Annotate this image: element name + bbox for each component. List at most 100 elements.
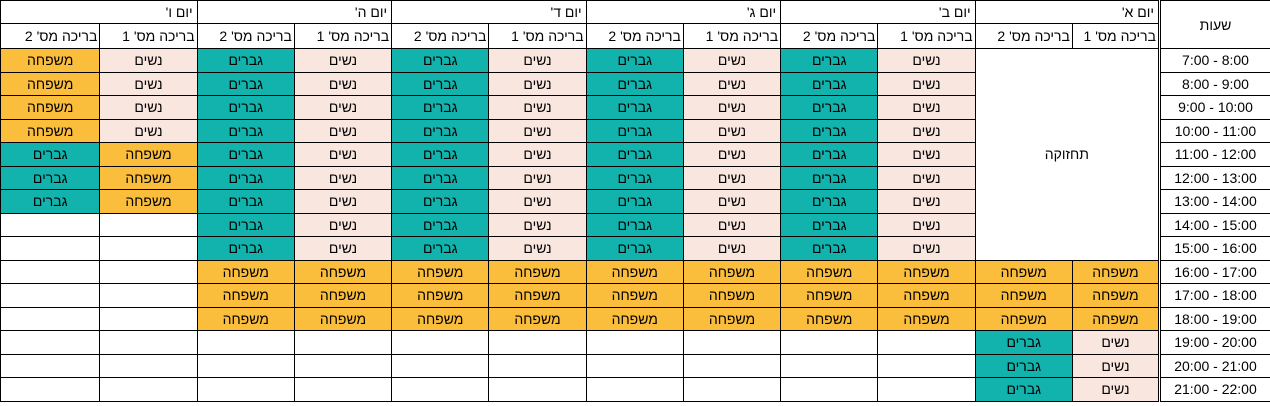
slot-men: גברים	[974, 377, 1073, 402]
hour-slot: 19:00 - 20:00	[1160, 330, 1270, 355]
hour-slot: 20:00 - 21:00	[1160, 353, 1270, 378]
slot-empty	[293, 353, 393, 378]
slot-women: נשים	[682, 142, 782, 167]
slot-men: גברים	[391, 118, 490, 143]
slot-family: משפחה	[1071, 306, 1160, 331]
slot-men: גברים	[0, 142, 101, 167]
slot-empty	[488, 353, 587, 378]
slot-men: גברים	[780, 189, 879, 214]
slot-men: גברים	[196, 236, 295, 261]
slot-men: גברים	[391, 95, 490, 120]
slot-women: נשים	[877, 189, 976, 214]
slot-men: גברים	[585, 236, 684, 261]
slot-men: גברים	[196, 212, 295, 237]
slot-men: גברים	[585, 48, 684, 73]
maintenance-block: תחזוקה	[974, 48, 1160, 261]
slot-family: משפחה	[780, 306, 879, 331]
slot-empty	[293, 377, 393, 402]
slot-women: נשים	[682, 189, 782, 214]
slot-family: משפחה	[1071, 259, 1160, 284]
slot-empty	[99, 259, 198, 284]
slot-women: נשים	[488, 48, 587, 73]
pool-header: בריכה מס' 1	[488, 23, 587, 49]
slot-empty	[0, 212, 101, 237]
slot-women: נשים	[488, 236, 587, 261]
slot-empty	[585, 330, 684, 355]
slot-empty	[877, 353, 976, 378]
pool-header: בריכה מס' 2	[974, 23, 1073, 49]
hours-header: שעות	[1160, 0, 1270, 49]
slot-empty	[488, 377, 587, 402]
day-header: יום ו'	[0, 0, 198, 24]
slot-men: גברים	[780, 236, 879, 261]
hour-slot: 13:00 - 14:00	[1160, 189, 1270, 214]
slot-empty	[682, 330, 782, 355]
pool-header: בריכה מס' 2	[0, 23, 101, 49]
slot-family: משפחה	[682, 306, 782, 331]
slot-family: משפחה	[974, 306, 1073, 331]
hour-slot: 8:00 - 9:00	[1160, 71, 1270, 96]
slot-family: משפחה	[293, 283, 393, 308]
slot-women: נשים	[99, 71, 198, 96]
slot-family: משפחה	[682, 259, 782, 284]
slot-empty	[99, 212, 198, 237]
slot-empty	[682, 353, 782, 378]
slot-men: גברים	[780, 142, 879, 167]
slot-family: משפחה	[488, 259, 587, 284]
slot-family: משפחה	[974, 259, 1073, 284]
slot-women: נשים	[877, 95, 976, 120]
pool-header: בריכה מס' 1	[293, 23, 393, 49]
slot-women: נשים	[877, 48, 976, 73]
slot-family: משפחה	[293, 259, 393, 284]
slot-empty	[99, 377, 198, 402]
slot-men: גברים	[196, 142, 295, 167]
slot-family: משפחה	[0, 48, 101, 73]
slot-men: גברים	[391, 165, 490, 190]
slot-women: נשים	[877, 165, 976, 190]
slot-women: נשים	[877, 212, 976, 237]
slot-men: גברים	[196, 165, 295, 190]
slot-empty	[99, 306, 198, 331]
slot-men: גברים	[780, 212, 879, 237]
hour-slot: 15:00 - 16:00	[1160, 236, 1270, 261]
pool-header: בריכה מס' 2	[780, 23, 879, 49]
slot-women: נשים	[293, 142, 393, 167]
slot-empty	[99, 283, 198, 308]
slot-family: משפחה	[391, 259, 490, 284]
hour-slot: 17:00 - 18:00	[1160, 283, 1270, 308]
slot-family: משפחה	[293, 306, 393, 331]
slot-empty	[0, 353, 101, 378]
slot-men: גברים	[780, 95, 879, 120]
slot-empty	[0, 283, 101, 308]
slot-women: נשים	[682, 212, 782, 237]
slot-family: משפחה	[585, 283, 684, 308]
slot-family: משפחה	[877, 306, 976, 331]
slot-family: משפחה	[0, 118, 101, 143]
slot-women: נשים	[99, 118, 198, 143]
slot-family: משפחה	[1071, 283, 1160, 308]
slot-women: נשים	[293, 71, 393, 96]
slot-empty	[99, 330, 198, 355]
slot-empty	[0, 236, 101, 261]
slot-empty	[196, 330, 295, 355]
pool-header: בריכה מס' 1	[682, 23, 782, 49]
slot-empty	[0, 259, 101, 284]
schedule-table: יום א' יום ב' יום ג' יום ד' יום ה' יום ו' בריכ…	[0, 0, 1160, 402]
slot-empty	[293, 330, 393, 355]
slot-men: גברים	[196, 95, 295, 120]
slot-women: נשים	[682, 95, 782, 120]
slot-family: משפחה	[780, 259, 879, 284]
hour-slot: 16:00 - 17:00	[1160, 259, 1270, 284]
slot-women: נשים	[293, 212, 393, 237]
slot-family: משפחה	[196, 259, 295, 284]
slot-men: גברים	[196, 71, 295, 96]
slot-men: גברים	[0, 189, 101, 214]
pool-header: בריכה מס' 2	[196, 23, 295, 49]
slot-men: גברים	[391, 142, 490, 167]
slot-women: נשים	[488, 142, 587, 167]
slot-women: נשים	[99, 48, 198, 73]
slot-men: גברים	[391, 236, 490, 261]
slot-men: גברים	[780, 71, 879, 96]
slot-women: נשים	[877, 118, 976, 143]
slot-family: משפחה	[391, 283, 490, 308]
